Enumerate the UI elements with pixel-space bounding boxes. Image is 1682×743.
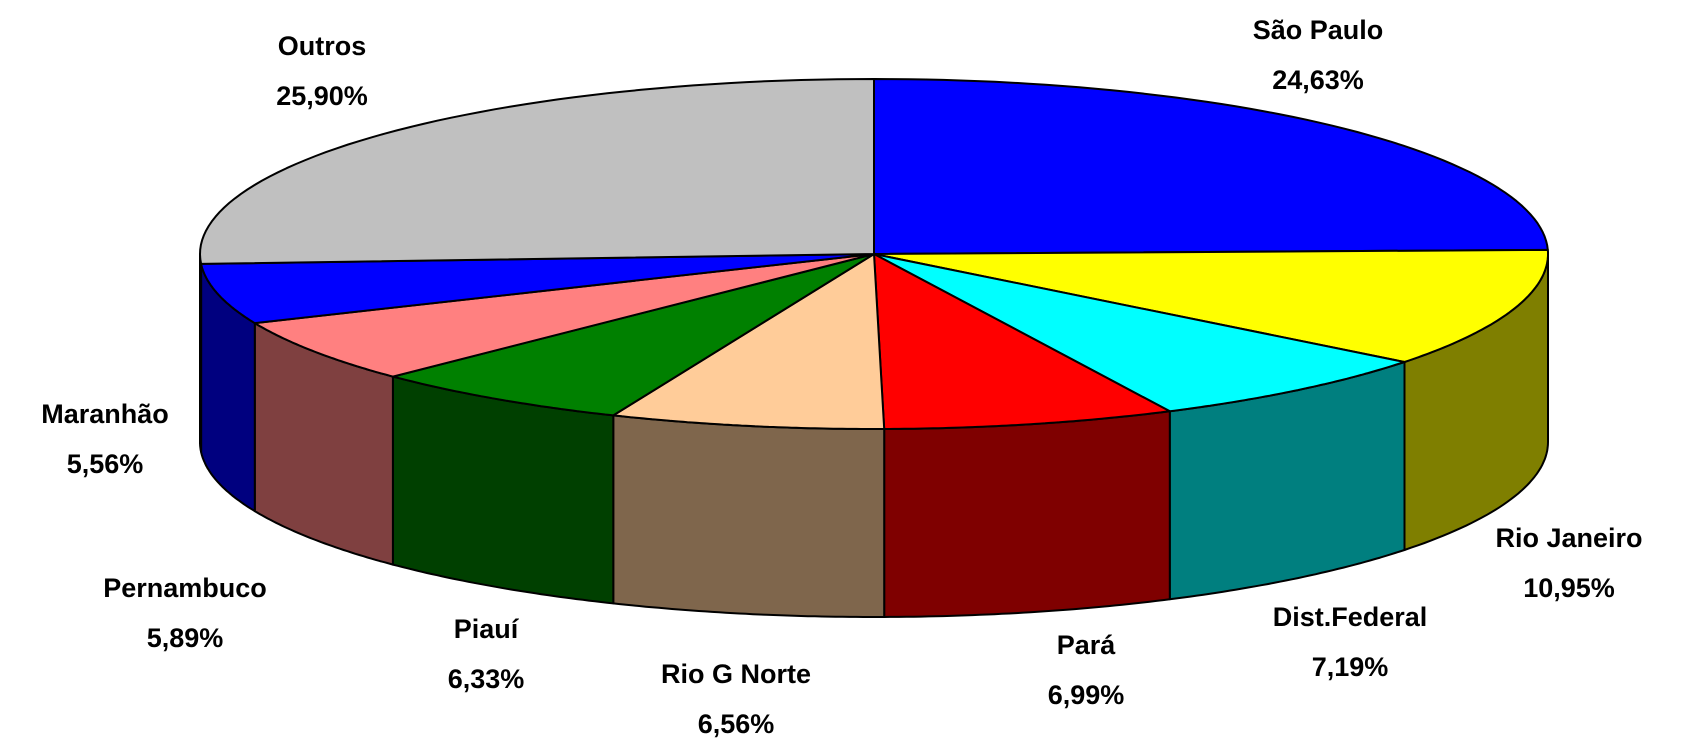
slice-side xyxy=(883,410,1171,618)
pie-tops xyxy=(199,78,1549,430)
value-label: 24,63% xyxy=(1272,65,1364,95)
category-label: Piauí xyxy=(454,614,520,644)
slice xyxy=(200,253,875,325)
value-label: 6,33% xyxy=(448,664,525,694)
value-label: 25,90% xyxy=(276,81,368,111)
labels: São Paulo 24,63% Rio Janeiro 10,95% Dist.Fed… xyxy=(41,15,1642,739)
slice xyxy=(873,248,1549,363)
slice xyxy=(873,253,1406,413)
category-label: Rio G Norte xyxy=(661,659,811,689)
category-label: Dist.Federal xyxy=(1273,602,1428,632)
category-label: Outros xyxy=(278,31,367,61)
category-label: São Paulo xyxy=(1253,15,1384,45)
slice-side xyxy=(199,253,203,453)
category-label: Maranhão xyxy=(41,399,169,429)
slice xyxy=(873,78,1549,255)
slice xyxy=(391,253,875,417)
value-label: 5,56% xyxy=(67,449,144,479)
slice xyxy=(199,78,875,265)
slice xyxy=(612,253,886,430)
value-label: 10,95% xyxy=(1523,573,1615,603)
category-label: Pará xyxy=(1057,630,1117,660)
pie-sides xyxy=(199,253,1549,618)
value-label: 5,89% xyxy=(147,623,224,653)
slice-side xyxy=(612,414,886,618)
category-label: Pernambuco xyxy=(103,573,267,603)
value-label: 6,56% xyxy=(698,709,775,739)
slice xyxy=(253,253,875,378)
category-label: Rio Janeiro xyxy=(1495,523,1642,553)
value-label: 7,19% xyxy=(1312,652,1389,682)
slice xyxy=(873,253,1171,430)
value-label: 6,99% xyxy=(1048,680,1125,710)
